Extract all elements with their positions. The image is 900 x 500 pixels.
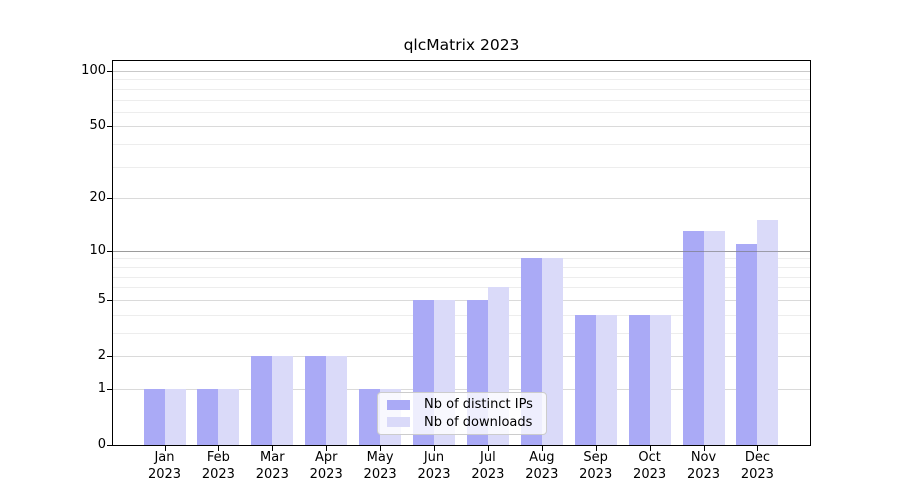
x-tick-label: Oct 2023: [633, 450, 667, 482]
major-gridline: [113, 356, 810, 357]
legend-swatch-distinct-ips: [387, 399, 410, 410]
bar-distinct-ips: [251, 356, 273, 445]
minor-gridline: [113, 144, 810, 146]
reference-line: [113, 250, 810, 252]
y-tick-mark: [107, 356, 112, 357]
x-tick-label: Jan 2023: [147, 450, 182, 482]
bar-distinct-ips: [359, 388, 381, 445]
bar-downloads: [326, 356, 348, 445]
x-tick-mark: [541, 446, 543, 451]
bar-downloads: [541, 258, 563, 445]
y-tick-mark: [107, 445, 112, 446]
minor-gridline: [113, 314, 810, 316]
legend-label-distinct-ips: Nb of distinct IPs: [424, 397, 533, 413]
y-tick-mark: [107, 250, 112, 252]
y-tick-label: 0: [97, 437, 106, 452]
x-tick-mark: [595, 446, 597, 451]
bar-downloads: [272, 356, 294, 445]
x-tick-mark: [434, 446, 435, 451]
legend-label-downloads: Nb of downloads: [424, 414, 533, 430]
y-tick-mark: [107, 388, 112, 390]
x-tick-label: Mar 2023: [255, 450, 289, 482]
major-gridline: [113, 299, 810, 301]
bar-distinct-ips: [574, 314, 596, 445]
y-tick-label: 10: [89, 242, 106, 258]
minor-gridline: [113, 111, 810, 113]
bar-distinct-ips: [682, 231, 704, 445]
legend-swatch-downloads: [387, 417, 410, 428]
major-gridline: [113, 388, 810, 390]
minor-gridline: [113, 258, 810, 260]
bar-downloads: [595, 314, 617, 445]
bar-distinct-ips: [628, 314, 650, 445]
major-gridline: [113, 126, 810, 128]
bar-distinct-ips: [143, 388, 165, 445]
bar-downloads: [757, 220, 779, 445]
bar-distinct-ips: [305, 356, 327, 445]
x-tick-label: Nov 2023: [686, 450, 721, 482]
x-tick-mark: [487, 446, 489, 451]
minor-gridline: [113, 79, 810, 81]
reference-line-layer: [113, 61, 810, 445]
bar-downloads: [703, 231, 725, 445]
x-tick-label: Sep 2023: [579, 450, 613, 482]
plot-area: Nb of distinct IPs Nb of downloads: [112, 60, 811, 446]
x-tick-label: Dec 2023: [740, 450, 774, 482]
minor-gridline: [113, 99, 810, 101]
minor-gridline: [113, 287, 810, 289]
bar-distinct-ips: [197, 388, 219, 445]
x-tick-label: Aug 2023: [525, 450, 559, 482]
legend-item-downloads: Nb of downloads: [387, 415, 537, 430]
x-tick-mark: [703, 446, 705, 451]
bar-downloads: [164, 388, 186, 445]
y-tick-label: 20: [89, 190, 106, 206]
y-tick-label: 2: [97, 348, 106, 363]
y-tick-label: 1: [97, 380, 106, 396]
y-tick-label: 100: [81, 63, 106, 78]
minor-gridline: [113, 166, 810, 168]
minor-gridline: [113, 276, 810, 278]
y-tick-mark: [107, 299, 112, 301]
legend-item-distinct-ips: Nb of distinct IPs: [387, 397, 537, 412]
x-tick-mark: [757, 446, 759, 451]
major-gridline: [113, 71, 810, 72]
x-tick-mark: [218, 446, 220, 451]
x-tick-label: May 2023: [363, 450, 397, 482]
minor-gridline: [113, 88, 810, 90]
x-tick-mark: [326, 446, 328, 451]
y-tick-mark: [107, 198, 112, 200]
chart-title: qlcMatrix 2023: [403, 36, 520, 54]
bar-downloads: [649, 314, 671, 445]
bar-distinct-ips: [736, 243, 758, 445]
x-tick-mark: [380, 446, 382, 451]
y-tick-mark: [107, 71, 112, 72]
minor-gridline: [113, 266, 810, 268]
x-tick-mark: [272, 446, 274, 451]
x-tick-mark: [649, 446, 651, 451]
x-tick-label: Feb 2023: [201, 450, 235, 482]
minor-gridline: [113, 332, 810, 334]
major-gridline: [113, 198, 810, 200]
x-tick-label: Jun 2023: [417, 450, 451, 482]
x-tick-label: Apr 2023: [309, 450, 343, 482]
y-tick-label: 5: [97, 291, 106, 307]
y-tick-mark: [107, 126, 112, 128]
x-tick-mark: [164, 446, 166, 451]
bar-downloads: [218, 388, 240, 445]
legend: Nb of distinct IPs Nb of downloads: [377, 392, 547, 435]
y-tick-label: 50: [89, 118, 106, 134]
x-tick-label: Jul 2023: [471, 450, 505, 482]
